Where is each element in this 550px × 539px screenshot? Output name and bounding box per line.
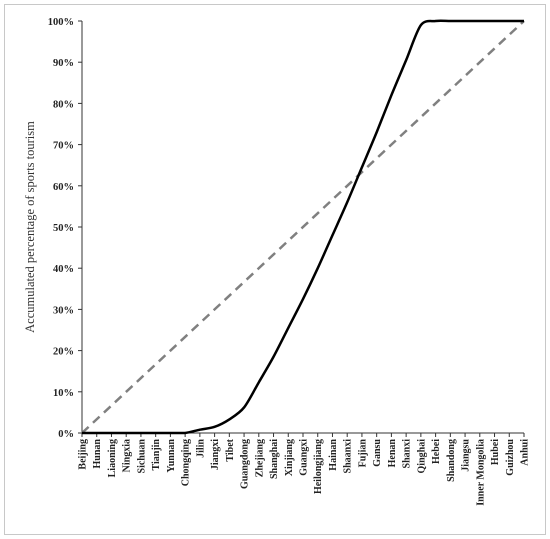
- y-tick-labels: 0% 10% 20% 30% 40% 50% 60% 70% 80% 90% 100%: [48, 17, 74, 440]
- equality-line: [81, 20, 525, 434]
- series-lines: [81, 19, 525, 435]
- y-tick-label: 100%: [48, 17, 74, 28]
- x-tick-label: Shandong: [446, 439, 457, 482]
- x-tick-label: Henan: [387, 439, 398, 468]
- x-tick-label: Tianjin: [151, 439, 162, 471]
- x-tick-label: Guizhou: [505, 439, 516, 476]
- y-tick-label: 0%: [58, 429, 74, 440]
- x-tick-label: Hunan: [92, 439, 103, 469]
- x-tick-label: Fujian: [357, 439, 368, 468]
- y-tick-label: 30%: [53, 305, 74, 316]
- y-tick-label: 60%: [53, 182, 74, 193]
- x-tick-label: Yunnan: [166, 439, 177, 473]
- x-tick-label: Xinjiang: [284, 439, 295, 476]
- x-tick-label: Guangxi: [299, 439, 310, 476]
- x-tick-label: Qinghai: [416, 439, 427, 474]
- y-tick-label: 80%: [53, 99, 74, 110]
- y-tick-label: 40%: [53, 264, 74, 275]
- x-tick-label: Heilongjiang: [313, 439, 324, 494]
- x-tick-label: Sichuan: [136, 439, 147, 474]
- y-tick-label: 10%: [53, 388, 74, 399]
- x-tick-label: Guangdong: [240, 439, 251, 489]
- x-tick-label: Hainan: [328, 439, 339, 471]
- x-tick-label: Chongqing: [181, 439, 192, 486]
- x-tick-label: Shaanxi: [343, 439, 354, 474]
- y-tick-label: 50%: [53, 223, 74, 234]
- x-tick-label: Zhejiang: [254, 439, 265, 477]
- x-tick-label: Jilin: [195, 439, 206, 458]
- y-axis-title: Accumulated percentage of sports tourism: [23, 121, 37, 333]
- x-tick-label: Shanghai: [269, 439, 280, 479]
- x-tick-label: Tibet: [225, 438, 236, 461]
- x-tick-label: Jiangxi: [210, 439, 221, 470]
- x-tick-label: Gansu: [372, 439, 383, 467]
- x-tick-label: Beijing: [78, 439, 89, 470]
- x-tick-labels: Beijing Hunan Liaoning Ningxia Sichuan Tianji…: [78, 438, 531, 505]
- y-tick-label: 70%: [53, 141, 74, 152]
- chart-frame: [4, 4, 546, 535]
- y-tick-label: 20%: [53, 347, 74, 358]
- x-tick-label: Ningxia: [122, 439, 133, 472]
- x-tick-label: Hebei: [431, 439, 442, 464]
- lorenz-curve: [81, 19, 524, 435]
- x-tick-label: Liaoning: [107, 439, 118, 477]
- y-tick-label: 90%: [53, 58, 74, 69]
- x-tick-label: Jiangsu: [461, 439, 472, 472]
- x-tick-label: Anhui: [520, 439, 531, 466]
- x-tick-label: Shanxi: [402, 439, 413, 469]
- x-tick-label: Hubei: [490, 439, 501, 465]
- x-tick-label: Inner Mongolia: [475, 439, 486, 506]
